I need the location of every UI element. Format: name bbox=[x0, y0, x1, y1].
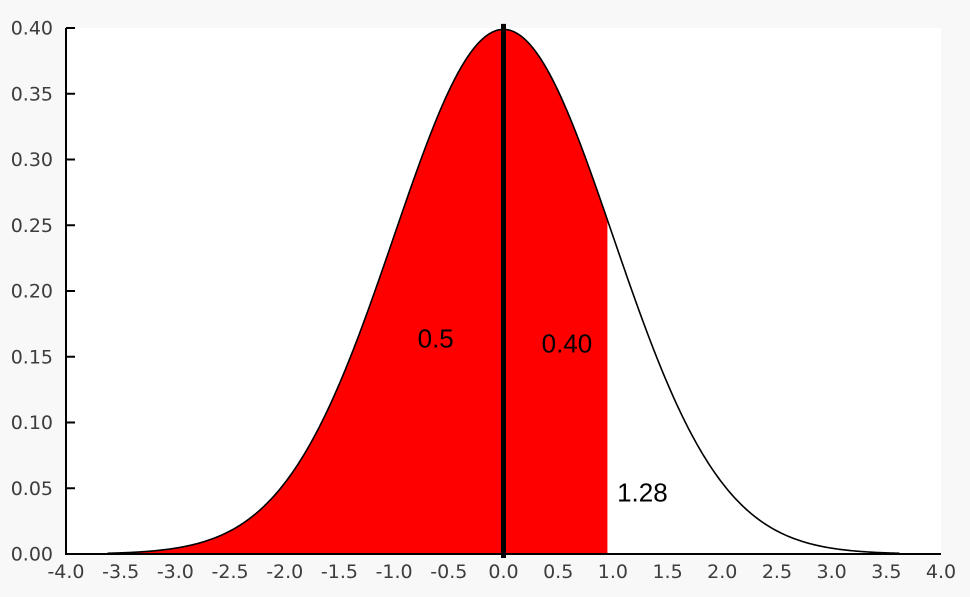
x-tick-label: -1.5 bbox=[321, 561, 358, 583]
x-tick-label: 0.5 bbox=[543, 561, 573, 583]
y-tick-label: 0.15 bbox=[11, 346, 53, 368]
x-tick-label: -4.0 bbox=[47, 561, 84, 583]
x-tick-label: 2.0 bbox=[707, 561, 737, 583]
x-tick-label: -2.5 bbox=[212, 561, 249, 583]
y-tick-label: 0.25 bbox=[11, 215, 53, 237]
y-tick-label: 0.10 bbox=[11, 412, 53, 434]
x-tick-label: 3.5 bbox=[871, 561, 901, 583]
y-tick-label: 0.00 bbox=[11, 544, 53, 566]
x-tick-label: 1.5 bbox=[652, 561, 682, 583]
y-tick-label: 0.30 bbox=[11, 149, 53, 171]
x-tick-label: 0.0 bbox=[488, 561, 518, 583]
y-tick-label: 0.05 bbox=[11, 478, 53, 500]
shaded-probability-region bbox=[107, 29, 608, 554]
x-tick-label: 4.0 bbox=[926, 561, 956, 583]
x-tick-label: -1.0 bbox=[376, 561, 413, 583]
x-tick-label: 3.0 bbox=[817, 561, 847, 583]
y-tick-label: 0.35 bbox=[11, 83, 53, 105]
annotation-label: 1.28 bbox=[617, 477, 668, 507]
x-tick-label: -0.5 bbox=[430, 561, 467, 583]
x-tick-label: -3.0 bbox=[157, 561, 194, 583]
x-tick-label: 1.0 bbox=[598, 561, 628, 583]
y-tick-label: 0.40 bbox=[11, 18, 53, 40]
x-tick-label: 2.5 bbox=[762, 561, 792, 583]
annotation-label: 0.5 bbox=[418, 323, 454, 353]
annotation-label: 0.40 bbox=[542, 329, 593, 359]
x-tick-label: -2.0 bbox=[266, 561, 303, 583]
y-tick-label: 0.20 bbox=[11, 281, 53, 303]
x-tick-label: -3.5 bbox=[102, 561, 139, 583]
